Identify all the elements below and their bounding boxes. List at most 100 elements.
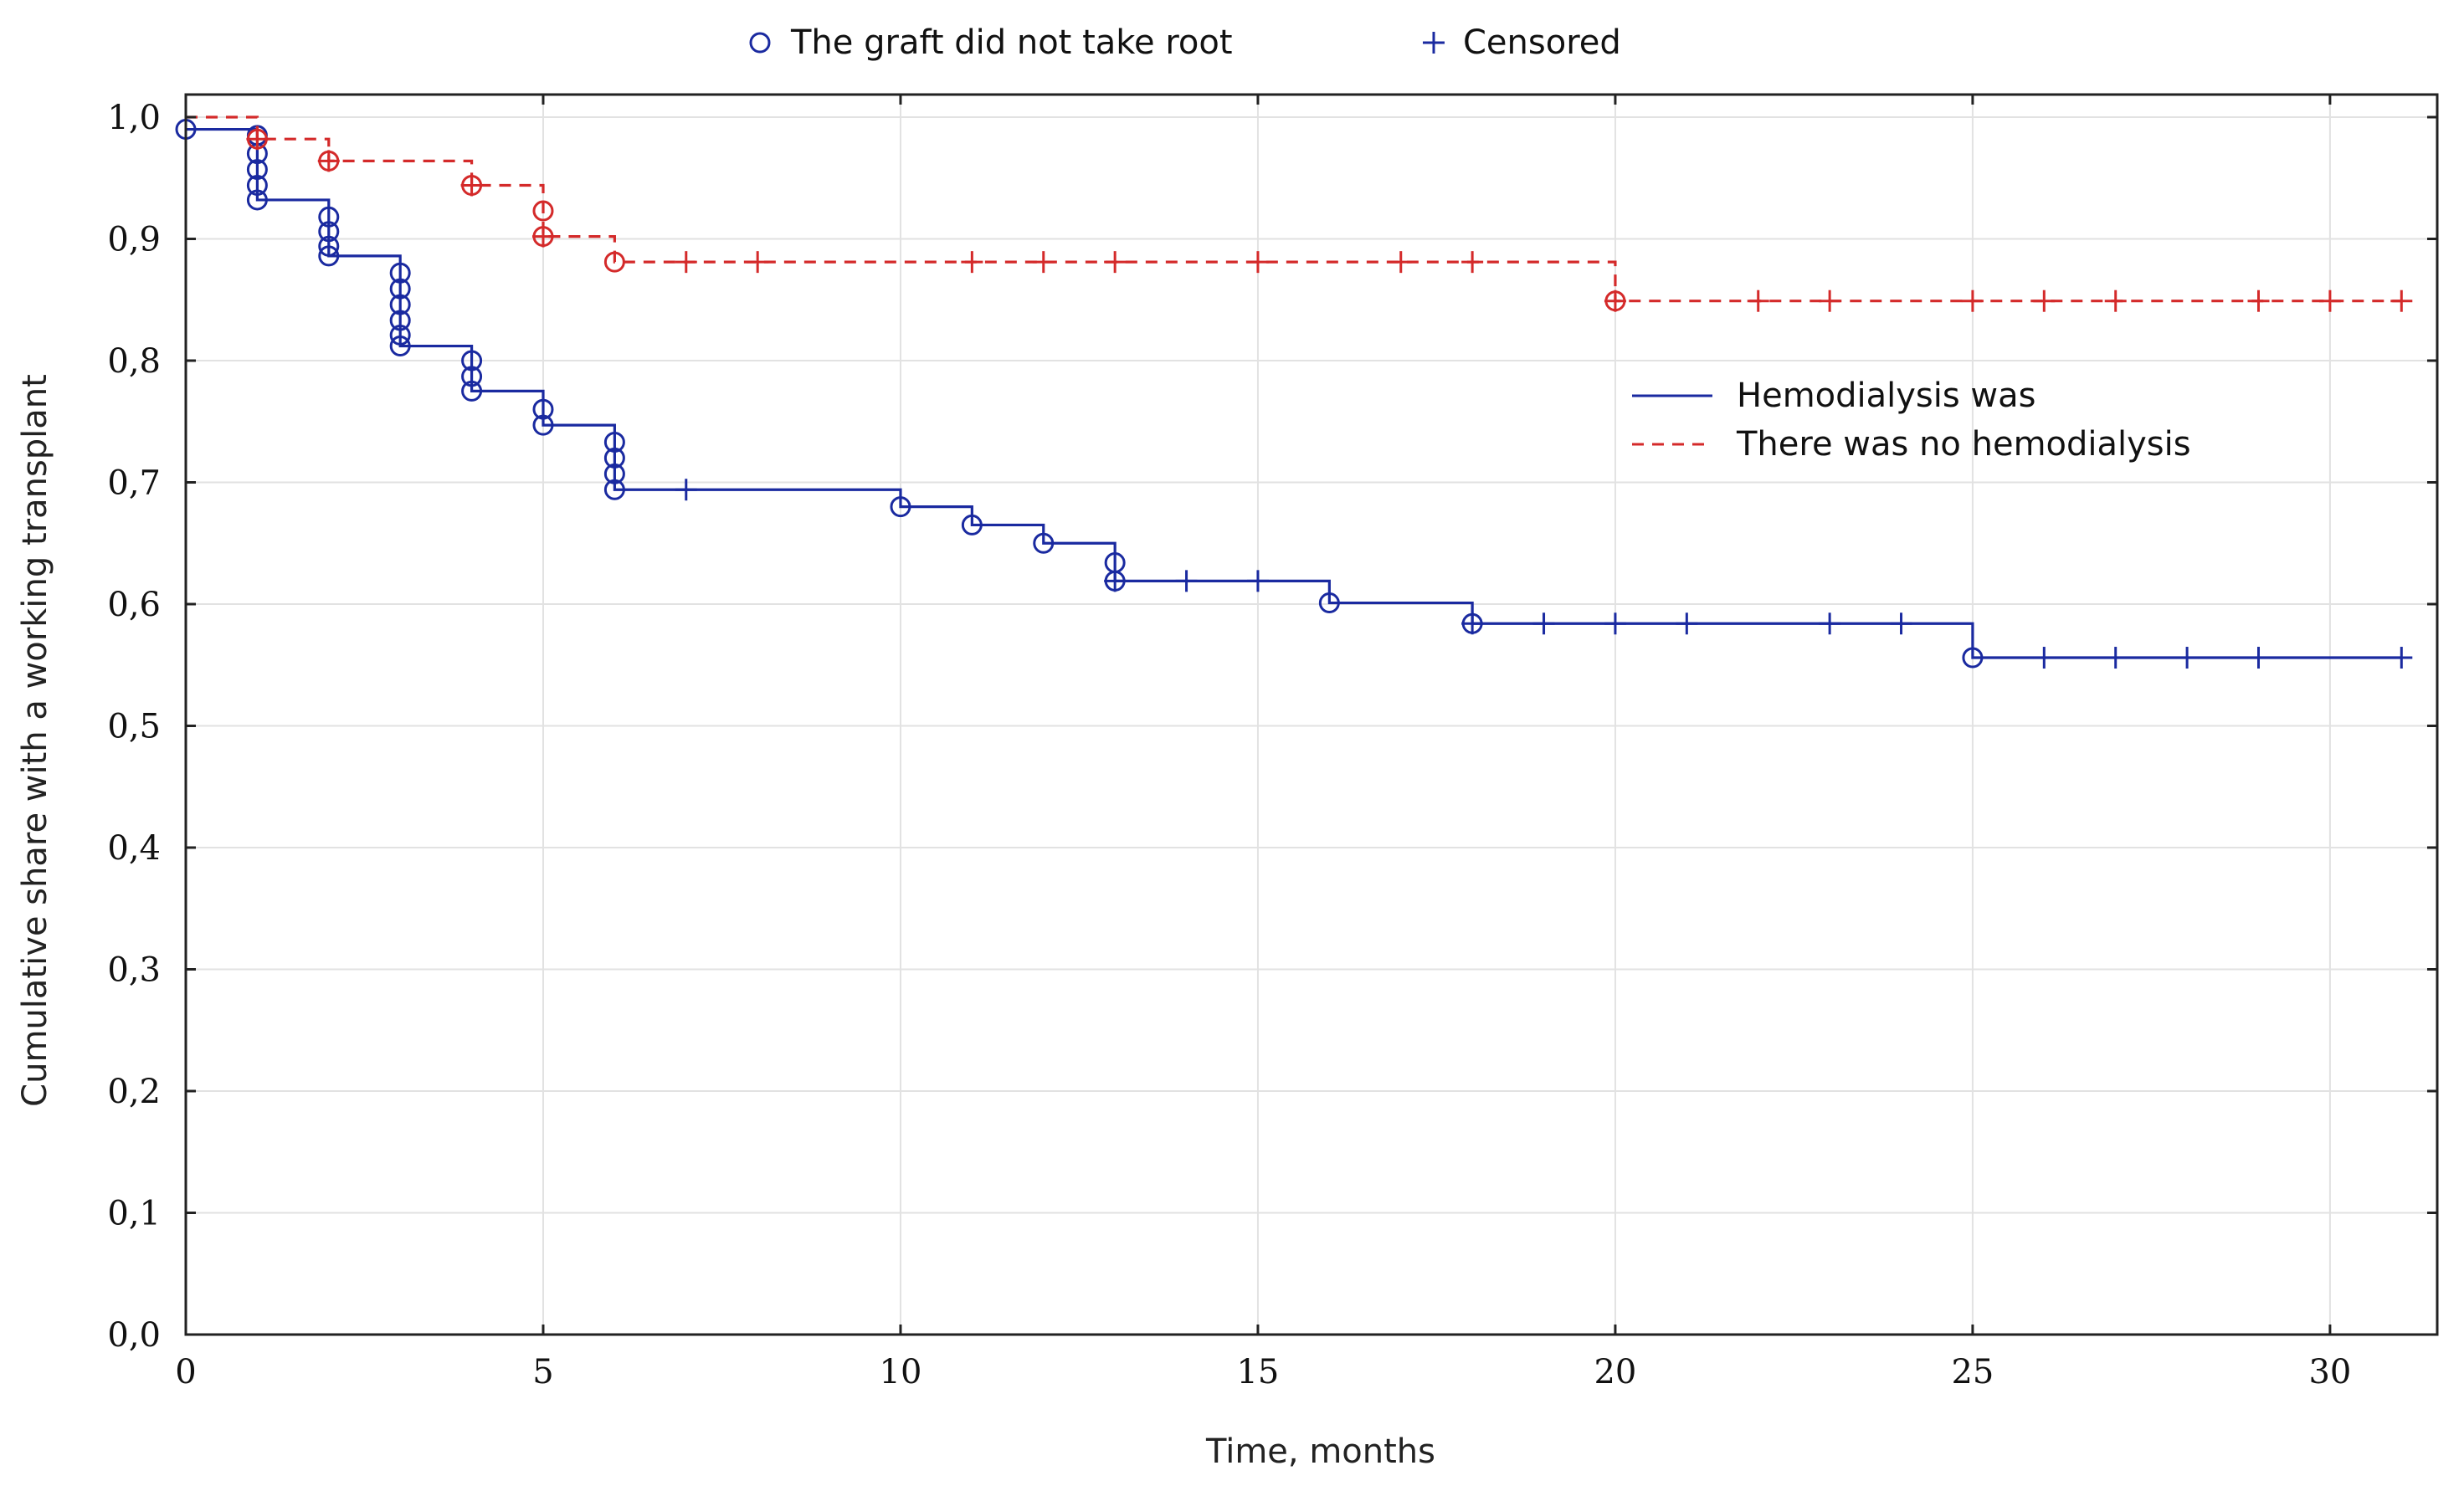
series-legend: Hemodialysis was There was no hemodialys… <box>1632 377 2191 464</box>
legend-event-circle-icon <box>749 32 771 54</box>
event-marker <box>961 514 983 535</box>
y-tick-label: 0,5 <box>107 708 161 746</box>
censored-marker <box>1747 290 1769 312</box>
event-marker <box>532 398 554 420</box>
plot-frame <box>184 93 2439 1336</box>
event-marker <box>1033 532 1055 554</box>
censored-marker <box>1175 570 1198 592</box>
event-marker <box>389 278 411 300</box>
censored-marker <box>1604 612 1626 635</box>
censored-marker <box>531 225 554 248</box>
censored-marker <box>2033 647 2056 669</box>
event-marker <box>318 235 340 257</box>
censored-marker <box>2390 647 2413 669</box>
x-tick-label: 30 <box>2308 1353 2351 1391</box>
event-marker <box>603 447 625 469</box>
event-marker <box>246 189 268 211</box>
series-layer <box>175 115 2413 669</box>
x-tick-label: 10 <box>880 1353 922 1391</box>
censored-marker <box>1604 290 1626 312</box>
censored-marker <box>1246 251 1269 274</box>
censored-marker <box>1461 612 1484 635</box>
censored-marker <box>2104 290 2127 312</box>
y-tick-label: 0,4 <box>107 829 161 868</box>
survival-step-line <box>186 127 2402 659</box>
x-axis-title: Time, months <box>1205 1432 1435 1471</box>
censored-marker <box>1104 251 1127 274</box>
x-tick-label: 25 <box>1951 1353 1994 1391</box>
y-tick-label: 0,7 <box>107 464 161 503</box>
x-tick-label: 5 <box>532 1353 553 1391</box>
censored-marker <box>1389 251 1412 274</box>
series-hemodialysis <box>175 119 2413 669</box>
event-marker <box>603 251 625 273</box>
event-marker <box>461 350 483 372</box>
tick-layer: 0,0 0,1 0,2 0,3 0,4 0,5 0,6 0,7 0,8 0,9 1,0 0 5 10 15 2… <box>107 95 2437 1391</box>
x-tick-label: 20 <box>1594 1353 1636 1391</box>
event-marker <box>603 463 625 484</box>
event-marker <box>890 496 911 518</box>
censored-marker <box>2176 647 2199 669</box>
censored-marker <box>1104 570 1127 592</box>
y-tick-label: 1,0 <box>107 99 161 137</box>
event-marker <box>389 294 411 315</box>
censored-marker <box>2390 290 2413 312</box>
survival-step-line <box>186 115 2402 303</box>
event-marker <box>389 310 411 331</box>
censored-marker <box>1676 612 1698 635</box>
event-marker <box>246 174 268 196</box>
event-marker <box>532 414 554 436</box>
censored-marker <box>1032 251 1055 274</box>
censored-marker <box>2318 290 2341 312</box>
grid <box>185 95 2437 1335</box>
series-no-hemodialysis <box>186 115 2413 312</box>
event-marker <box>532 200 554 222</box>
y-tick-label: 0,6 <box>107 586 161 624</box>
censored-marker <box>246 128 269 151</box>
event-marker <box>389 336 411 357</box>
y-tick-label: 0,8 <box>107 342 161 381</box>
event-marker <box>603 479 625 500</box>
y-axis-title: Cumulative share with a working transpla… <box>16 374 54 1107</box>
event-marker <box>318 245 340 267</box>
censored-marker <box>747 251 769 274</box>
event-marker <box>389 324 411 346</box>
censored-marker <box>2247 290 2270 312</box>
censored-marker <box>675 479 697 501</box>
x-tick-label: 15 <box>1236 1353 1279 1391</box>
legend-censored-label: Censored <box>1463 23 1621 62</box>
marker-legend: The graft did not take root Censored <box>749 23 1621 62</box>
event-marker <box>389 262 411 284</box>
event-marker <box>318 221 340 243</box>
censored-marker <box>317 150 340 172</box>
legend-hemodialysis-label: Hemodialysis was <box>1737 377 2036 415</box>
event-marker <box>603 431 625 453</box>
event-marker <box>1318 592 1340 614</box>
censored-marker <box>1961 290 1984 312</box>
x-tick-label: 0 <box>175 1353 196 1391</box>
censored-marker <box>1532 612 1555 635</box>
event-marker <box>461 380 483 402</box>
event-marker <box>1962 647 1984 669</box>
y-tick-label: 0,1 <box>107 1195 161 1233</box>
event-marker <box>246 159 268 181</box>
censored-marker <box>1461 251 1484 274</box>
y-tick-label: 0,2 <box>107 1073 161 1111</box>
y-tick-label: 0,9 <box>107 221 161 259</box>
censored-marker <box>2104 647 2127 669</box>
event-marker <box>318 206 340 228</box>
censored-marker <box>675 251 697 274</box>
censored-marker <box>961 251 983 274</box>
censored-marker <box>1819 612 1841 635</box>
legend-event-label: The graft did not take root <box>790 23 1233 62</box>
legend-no-hemodialysis-label: There was no hemodialysis <box>1736 425 2191 464</box>
legend-censored-plus-icon <box>1423 32 1445 54</box>
censored-marker <box>1819 290 1841 312</box>
censored-marker <box>2247 647 2270 669</box>
censored-marker <box>1890 612 1912 635</box>
y-tick-label: 0,3 <box>107 951 161 990</box>
censored-marker <box>1246 570 1269 592</box>
censored-marker <box>460 174 483 197</box>
event-marker <box>461 366 483 387</box>
